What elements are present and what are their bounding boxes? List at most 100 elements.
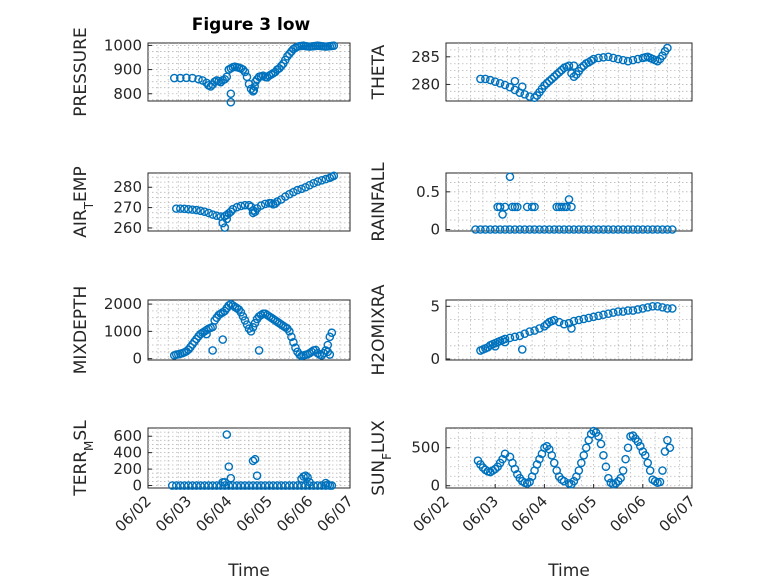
data-point-mixdepth [287,332,296,342]
data-point-rainfall [628,225,638,234]
data-point-rainfall [515,225,525,234]
data-point-theta [628,55,638,65]
data-point-air_temp [329,171,339,181]
data-point-sun_flux [611,479,621,488]
data-point-theta [658,51,667,61]
data-point-theta [663,43,672,53]
data-point-rainfall [527,202,537,212]
data-point-h2omixra [490,342,500,351]
data-point-air_temp [212,211,221,221]
data-point-rainfall [557,202,566,212]
data-point-terr_msl [244,481,254,490]
data-point-air_temp [289,187,298,197]
data-point-air_temp [301,182,310,192]
y-axis-label: H2OMIXRA [369,284,389,375]
data-point-air_temp [260,199,270,209]
data-point-sun_flux [547,451,557,460]
data-point-pressure [329,41,339,50]
data-point-h2omixra [628,306,638,315]
data-point-air_temp [309,178,318,188]
y-axis-label: THETA [369,44,389,100]
data-point-sun_flux [579,451,589,460]
data-point-rainfall [599,225,608,234]
data-point-air_temp [248,208,258,218]
data-point-sun_flux [640,451,650,460]
data-point-air_temp [293,185,302,195]
data-point-mixdepth [208,346,217,355]
data-point-theta [540,81,549,90]
data-point-rainfall [663,225,672,234]
data-point-rainfall [498,210,507,219]
data-point-theta [485,75,495,85]
data-point-theta [589,54,598,64]
data-point-terr_msl [313,481,322,490]
data-point-rainfall [508,202,517,212]
y-tick-label: 1000 [104,36,142,54]
data-point-rainfall [476,225,485,234]
data-point-rainfall [549,225,559,234]
data-point-rainfall [559,225,569,234]
data-point-mixdepth [285,327,294,336]
y-tick-label: 280 [113,178,142,196]
data-point-h2omixra [567,324,576,333]
y-tick-label: 0 [132,350,142,368]
data-point-h2omixra [515,331,525,341]
data-point-terr_msl [184,481,193,490]
data-point-mixdepth [327,328,337,338]
data-point-rainfall [500,225,510,234]
data-point-air_temp [192,205,201,215]
data-point-theta [569,72,579,81]
data-point-air_temp [222,214,232,224]
data-point-rainfall [658,225,667,234]
y-tick-label: 0 [430,477,440,495]
data-point-h2omixra [633,305,643,314]
x-axis-label: Time [547,561,590,581]
data-point-terr_msl [236,481,246,490]
data-point-air_temp [220,223,230,232]
data-point-terr_msl [260,481,270,490]
data-point-h2omixra [510,332,520,342]
data-point-terr_msl [281,481,290,490]
data-point-sun_flux [559,476,569,486]
data-point-sun_flux [636,441,645,451]
data-point-h2omixra [648,302,657,311]
data-point-rainfall [540,225,549,234]
data-point-sun_flux [581,443,591,453]
data-point-terr_msl [305,477,314,487]
data-point-air_temp [176,204,185,213]
data-point-air_temp [232,202,242,212]
data-point-terr_msl [240,481,250,490]
data-point-terr_msl [208,481,217,490]
data-point-theta [552,70,562,79]
data-point-h2omixra [608,308,618,317]
data-point-h2omixra [540,322,549,331]
data-point-rainfall [653,225,662,234]
data-point-h2omixra [643,303,653,312]
data-point-rainfall [567,202,576,212]
data-point-terr_msl [220,477,230,487]
data-point-sun_flux [618,466,628,475]
data-point-theta [618,55,628,65]
data-point-air_temp [285,189,294,199]
data-point-h2omixra [535,324,544,333]
data-point-theta [510,76,520,86]
y-tick-label: 5 [430,297,440,315]
data-point-pressure [238,65,248,74]
data-point-h2omixra [530,326,539,335]
data-point-terr_msl [256,481,266,490]
data-point-terr_msl [264,481,274,490]
data-point-theta [520,90,530,99]
data-point-rainfall [564,195,574,204]
data-point-air_temp [180,204,189,214]
data-point-rainfall [618,225,628,234]
data-point-terr_msl [321,478,331,488]
data-point-mixdepth [202,329,211,339]
data-point-sun_flux [658,466,667,475]
data-point-rainfall [584,225,593,234]
data-point-theta [545,76,554,86]
data-point-h2omixra [574,315,584,325]
data-point-rainfall [505,172,515,182]
data-point-rainfall [589,225,598,234]
data-point-rainfall [638,225,648,234]
data-point-theta [517,82,527,91]
